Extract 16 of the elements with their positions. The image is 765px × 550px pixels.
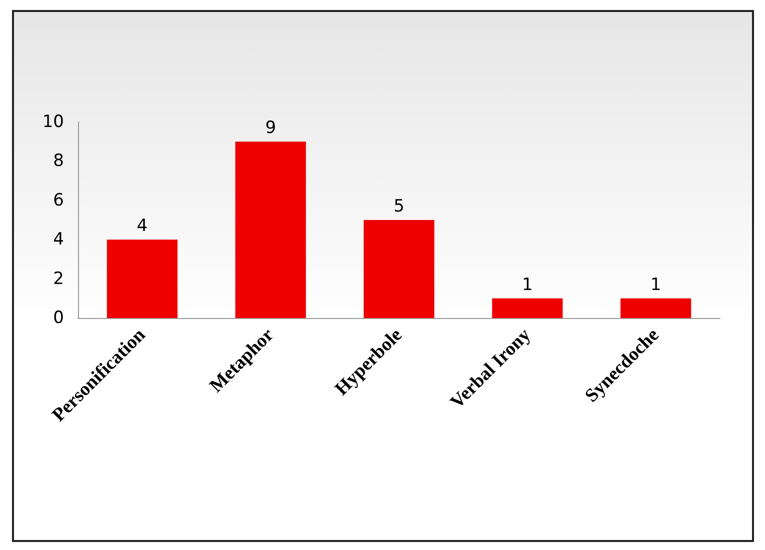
data-label: 9: [265, 118, 276, 138]
bar: [492, 298, 563, 318]
bar: [106, 240, 178, 318]
bar: [364, 220, 434, 318]
data-label: 1: [522, 274, 533, 295]
data-label: 1: [650, 274, 662, 295]
y-tick-label: 4: [53, 230, 64, 250]
bar: [235, 142, 306, 318]
y-tick-label: 2: [53, 268, 64, 289]
y-tick-label: 8: [53, 151, 64, 172]
y-tick-label: 0: [53, 308, 64, 328]
data-label: 4: [136, 216, 148, 236]
y-tick-label: 6: [53, 190, 64, 210]
y-tick-label: 10: [42, 112, 64, 132]
data-label: 5: [394, 196, 404, 216]
bar: [620, 298, 692, 318]
